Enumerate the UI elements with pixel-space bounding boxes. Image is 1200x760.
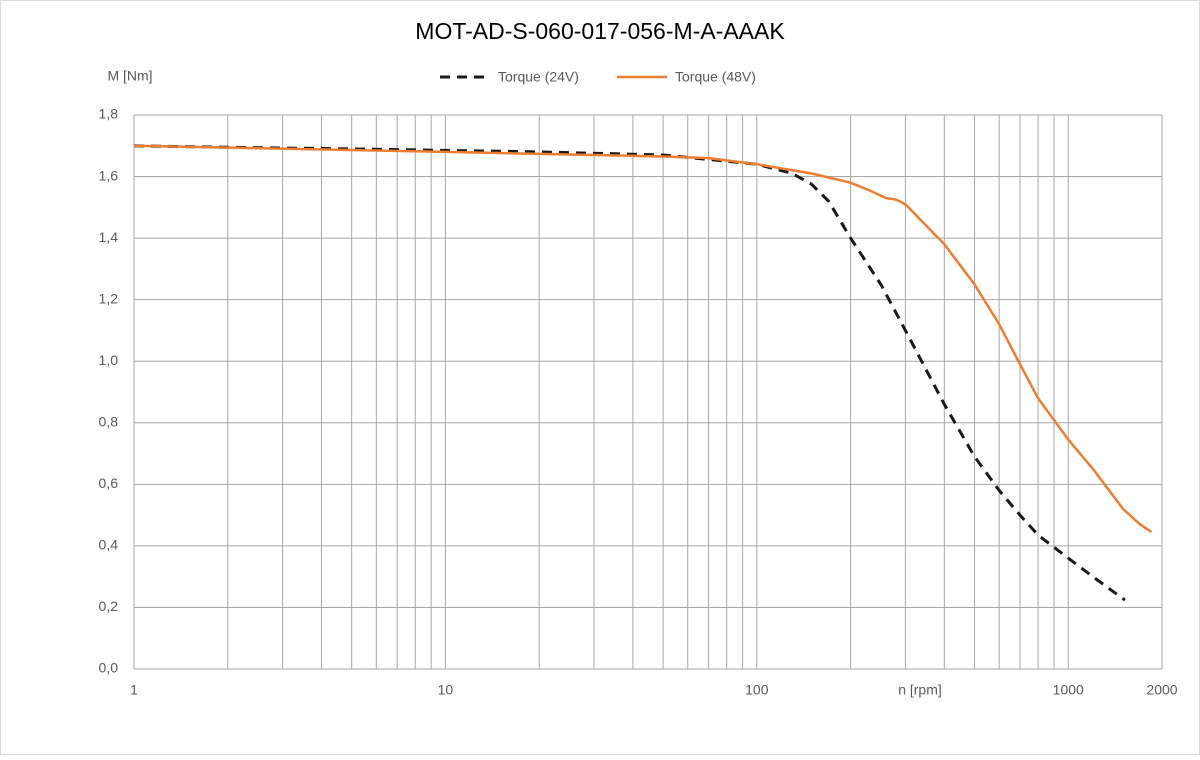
y-tick-label: 1,8 (99, 106, 119, 122)
y-tick-label: 0,0 (99, 660, 119, 676)
y-tick-label: 1,6 (99, 167, 119, 183)
y-axis-label: M [Nm] (107, 68, 152, 84)
legend-label: Torque (24V) (498, 69, 579, 85)
x-axis-label: n [rpm] (898, 682, 942, 698)
x-tick-label: 1000 (1053, 682, 1084, 698)
y-tick-label: 1,0 (99, 352, 119, 368)
x-tick-label: 100 (745, 682, 769, 698)
y-tick-label: 0,6 (99, 475, 119, 491)
legend-label: Torque (48V) (675, 69, 756, 85)
series-line (133, 144, 1126, 602)
x-tick-label: 2000 (1146, 682, 1177, 698)
y-tick-label: 0,2 (99, 598, 119, 614)
y-tick-label: 0,4 (99, 537, 119, 553)
x-tick-label: 10 (438, 682, 454, 698)
y-tick-label: 1,2 (99, 290, 119, 306)
y-tick-label: 0,8 (99, 413, 119, 429)
series-line (133, 144, 1153, 534)
chart-title: MOT-AD-S-060-017-056-M-A-AAAK (415, 18, 785, 44)
y-tick-label: 1,4 (99, 229, 119, 245)
x-tick-label: 1 (130, 682, 138, 698)
